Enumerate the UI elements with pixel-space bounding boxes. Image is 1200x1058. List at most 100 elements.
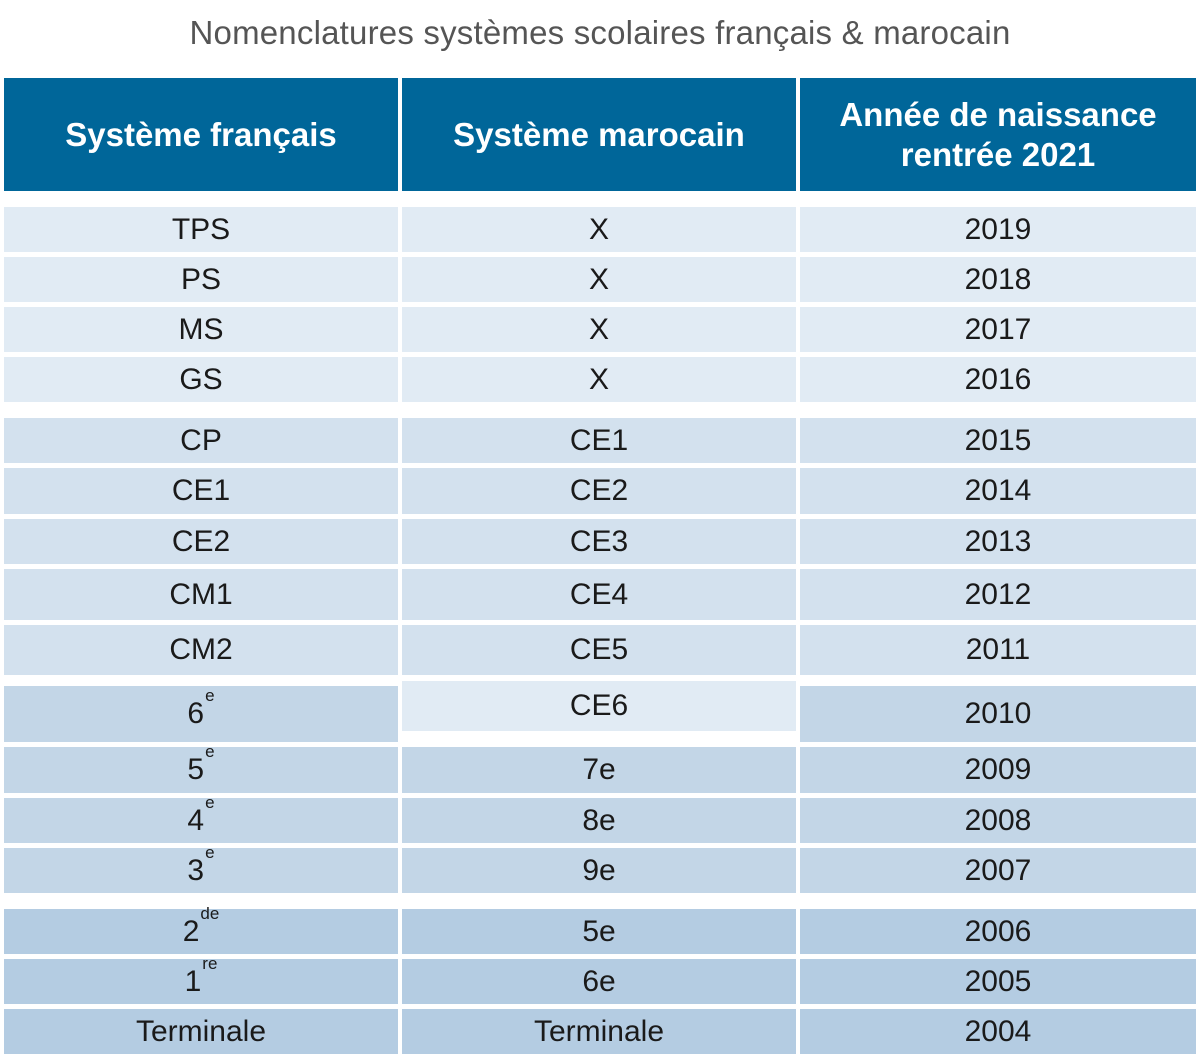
systeme-francais-cell: Terminale: [4, 1009, 398, 1054]
systeme-francais-cell: GS: [4, 357, 398, 402]
annee-naissance-cell: 2009: [800, 747, 1196, 793]
annee-naissance-cell: 2016: [800, 357, 1196, 402]
systeme-francais-cell: 1 re: [4, 954, 398, 1004]
niveau-francais-label: TPS: [171, 212, 231, 246]
niveau-marocain-label: X: [588, 312, 609, 346]
niveau-francais-label: CE1: [171, 474, 231, 507]
annee-naissance-value: 2009: [964, 753, 1032, 786]
niveau-marocain-label: 7e: [582, 753, 616, 786]
niveau-marocain-label: Terminale: [533, 1014, 665, 1048]
niveau-marocain-label: CE5: [569, 633, 629, 666]
annee-naissance-value: 2014: [964, 474, 1032, 507]
niveau-marocain-label: 9e: [582, 853, 616, 887]
systeme-marocain-cell: Terminale: [402, 1009, 796, 1054]
annee-naissance-value: 2019: [964, 212, 1032, 246]
niveau-francais-label: Terminale: [135, 1014, 267, 1048]
annee-naissance-cell: 2005: [800, 959, 1196, 1004]
niveau-francais-label: 5: [187, 753, 205, 786]
niveau-francais-label: 3: [187, 853, 205, 887]
systeme-marocain-cell: CE1: [402, 418, 796, 463]
niveau-marocain-label: 5e: [582, 914, 616, 948]
header-systeme-francais: Système français: [4, 78, 398, 191]
annee-naissance-value: 2004: [964, 1014, 1032, 1048]
annee-naissance-value: 2007: [964, 853, 1032, 887]
annee-naissance-cell: 2018: [800, 257, 1196, 302]
annee-naissance-cell: 2012: [800, 569, 1196, 620]
header-annee-naissance: Année de naissance rentrée 2021: [800, 78, 1196, 191]
systeme-marocain-cell: CE2: [402, 468, 796, 514]
annee-naissance-cell: 2014: [800, 468, 1196, 514]
systeme-francais-cell: TPS: [4, 207, 398, 252]
systeme-francais-cell: CP: [4, 418, 398, 463]
niveau-francais-suffix: e: [205, 842, 215, 862]
systeme-marocain-cell: CE4: [402, 569, 796, 620]
annee-naissance-value: 2016: [964, 362, 1032, 396]
niveau-francais: GS: [179, 363, 222, 397]
niveau-francais-label: 1: [184, 964, 202, 998]
annee-naissance-cell: 2006: [800, 909, 1196, 954]
annee-naissance-value: 2005: [964, 964, 1032, 998]
header-systeme-marocain: Système marocain: [402, 78, 796, 191]
annee-naissance-cell: 2008: [800, 798, 1196, 843]
annee-naissance-value: 2018: [964, 262, 1032, 296]
header-marocain-label: Système marocain: [453, 115, 745, 153]
annee-naissance-value: 2011: [965, 633, 1031, 666]
niveau-francais: CE1: [172, 474, 230, 508]
systeme-francais-cell: PS: [4, 257, 398, 302]
annee-naissance-value: 2006: [964, 914, 1032, 948]
systeme-francais-cell: MS: [4, 307, 398, 352]
niveau-francais: 1 re: [184, 954, 218, 999]
niveau-marocain-label: CE1: [569, 423, 629, 457]
niveau-francais-suffix: e: [205, 742, 215, 761]
systeme-marocain-cell: CE3: [402, 519, 796, 564]
systeme-marocain-cell: CE5: [402, 625, 796, 675]
niveau-francais-suffix: de: [200, 903, 220, 923]
systeme-marocain-cell: 7e: [402, 747, 796, 793]
annee-naissance-cell: 2011: [800, 625, 1196, 675]
annee-naissance-value: 2017: [964, 312, 1032, 346]
niveau-marocain-label: CE4: [569, 577, 629, 611]
niveau-marocain-label: X: [588, 262, 609, 296]
header-francais-label: Système français: [65, 115, 337, 153]
niveau-marocain-label: X: [588, 212, 609, 246]
systeme-francais-cell: CE2: [4, 519, 398, 564]
systeme-marocain-cell: CE6: [402, 681, 796, 731]
annee-naissance-cell: 2017: [800, 307, 1196, 352]
annee-naissance-value: 2012: [964, 577, 1032, 611]
niveau-marocain-label: CE2: [569, 474, 629, 507]
niveau-francais: 2 de: [183, 904, 220, 949]
annee-naissance-cell: 2019: [800, 207, 1196, 252]
annee-naissance-value: 2010: [964, 697, 1032, 730]
niveau-francais-label: CE2: [171, 524, 231, 558]
niveau-francais-suffix: e: [205, 792, 215, 812]
niveau-francais-label: 6: [187, 697, 205, 730]
systeme-francais-cell: CE1: [4, 468, 398, 514]
niveau-francais: CM2: [169, 633, 232, 667]
niveau-marocain-label: CE6: [569, 689, 629, 722]
niveau-francais-label: CM1: [169, 577, 233, 611]
systeme-marocain-cell: 6e: [402, 959, 796, 1004]
niveau-francais-suffix: e: [205, 686, 215, 705]
systeme-francais-cell: CM2: [4, 625, 398, 675]
niveau-francais-label: MS: [178, 312, 224, 346]
niveau-marocain-label: 6e: [582, 964, 616, 998]
annee-naissance-cell: 2015: [800, 418, 1196, 463]
systeme-marocain-cell: X: [402, 257, 796, 302]
niveau-francais-label: PS: [180, 262, 222, 296]
table-title: Nomenclatures systèmes scolaires françai…: [189, 14, 1011, 51]
niveau-francais-label: 4: [187, 803, 205, 837]
niveau-francais: CM1: [169, 578, 232, 612]
niveau-francais: CP: [180, 424, 222, 458]
systeme-marocain-cell: X: [402, 207, 796, 252]
systeme-marocain-cell: 5e: [402, 909, 796, 954]
annee-naissance-cell: 2007: [800, 848, 1196, 893]
niveau-francais: PS: [181, 263, 221, 297]
systeme-francais-cell: 2 de: [4, 904, 398, 954]
